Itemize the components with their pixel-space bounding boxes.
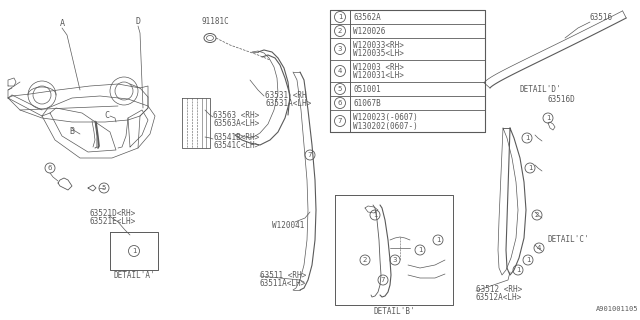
- Text: 4: 4: [338, 68, 342, 74]
- Text: 63516: 63516: [590, 13, 613, 22]
- Text: 63512A<LH>: 63512A<LH>: [476, 293, 522, 302]
- Text: 63541C<LH>: 63541C<LH>: [213, 141, 259, 150]
- Text: 2: 2: [363, 257, 367, 263]
- Text: DETAIL'C': DETAIL'C': [548, 236, 589, 244]
- Text: W120033<RH>: W120033<RH>: [353, 41, 404, 50]
- Text: B: B: [70, 127, 74, 137]
- Text: A901001105: A901001105: [595, 306, 638, 312]
- Text: 5: 5: [102, 185, 106, 191]
- Text: 63541B<RH>: 63541B<RH>: [213, 133, 259, 142]
- Text: 051001: 051001: [353, 84, 381, 93]
- Text: 63511A<LH>: 63511A<LH>: [260, 278, 307, 287]
- Text: W120026: W120026: [353, 27, 385, 36]
- Text: 2: 2: [338, 28, 342, 34]
- Text: 1: 1: [132, 248, 136, 254]
- Text: 7: 7: [381, 277, 385, 283]
- Text: 63531A<LH>: 63531A<LH>: [265, 99, 311, 108]
- Text: 1: 1: [436, 237, 440, 243]
- Text: W120031<LH>: W120031<LH>: [353, 71, 404, 81]
- Text: W12003 <RH>: W12003 <RH>: [353, 63, 404, 72]
- Text: 63511 <RH>: 63511 <RH>: [260, 270, 307, 279]
- Text: 1: 1: [372, 212, 377, 218]
- Text: 1: 1: [525, 135, 529, 141]
- Text: 5: 5: [338, 86, 342, 92]
- Text: 3: 3: [393, 257, 397, 263]
- Text: C: C: [104, 111, 109, 121]
- Text: 3: 3: [338, 46, 342, 52]
- Text: 6: 6: [48, 165, 52, 171]
- Text: 1: 1: [516, 267, 520, 273]
- Text: W120035<LH>: W120035<LH>: [353, 50, 404, 59]
- Text: 7: 7: [308, 152, 312, 158]
- Text: W120041: W120041: [272, 220, 305, 229]
- Text: 63521E<LH>: 63521E<LH>: [90, 217, 136, 226]
- Text: 63563 <RH>: 63563 <RH>: [213, 111, 259, 121]
- Text: 4: 4: [537, 245, 541, 251]
- Text: W130202(0607-): W130202(0607-): [353, 122, 418, 131]
- Text: 63512 <RH>: 63512 <RH>: [476, 285, 522, 294]
- Text: 1: 1: [338, 14, 342, 20]
- Text: 1: 1: [525, 257, 531, 263]
- Text: DETAIL'A': DETAIL'A': [113, 271, 155, 281]
- Text: DETAIL'D': DETAIL'D': [520, 85, 562, 94]
- Text: 63516D: 63516D: [548, 95, 576, 105]
- Text: W120023(-0607): W120023(-0607): [353, 113, 418, 122]
- Text: 2: 2: [535, 212, 539, 218]
- Text: 7: 7: [338, 118, 342, 124]
- Text: 63562A: 63562A: [353, 12, 381, 21]
- Text: 61067B: 61067B: [353, 99, 381, 108]
- Text: 1: 1: [528, 165, 532, 171]
- Text: 1: 1: [418, 247, 422, 253]
- Text: 91181C: 91181C: [201, 18, 229, 27]
- Text: 6: 6: [338, 100, 342, 106]
- Text: 63563A<LH>: 63563A<LH>: [213, 119, 259, 129]
- Text: 63521D<RH>: 63521D<RH>: [90, 209, 136, 218]
- Text: D: D: [136, 18, 141, 27]
- Text: 1: 1: [546, 115, 550, 121]
- Text: 63531 <RH: 63531 <RH: [265, 91, 307, 100]
- Text: DETAIL'B': DETAIL'B': [373, 307, 415, 316]
- Text: A: A: [60, 20, 65, 28]
